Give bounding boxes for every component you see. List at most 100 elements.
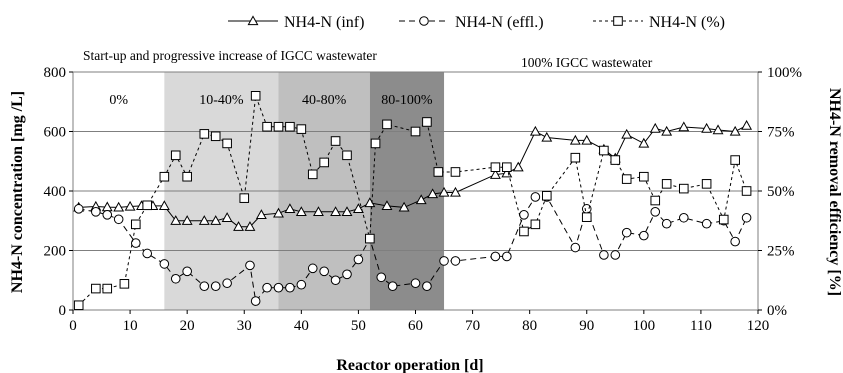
point-s2-36 [599, 145, 609, 156]
point-s2-42 [678, 183, 689, 194]
point-s2-28 [450, 167, 461, 177]
point-s2-5 [142, 200, 153, 211]
point-s1-46 [730, 236, 740, 247]
point-s0-30 [489, 169, 501, 179]
point-s2-8 [182, 171, 192, 182]
point-s0-28 [438, 186, 450, 197]
point-s1-32 [519, 210, 529, 220]
point-s1-33 [530, 192, 541, 202]
point-s1-6 [159, 259, 170, 269]
point-s1-28 [439, 256, 449, 266]
y-left-tick-label-1: 200 [44, 244, 67, 260]
x-tick-label-10: 100 [633, 318, 656, 334]
point-s2-41 [661, 179, 672, 189]
point-s1-12 [245, 260, 255, 271]
point-s0-45 [712, 124, 724, 135]
point-s0-8 [170, 215, 182, 225]
point-s0-33 [529, 125, 541, 136]
point-s2-33 [541, 190, 552, 201]
point-s2-31 [519, 226, 529, 237]
point-s1-0 [73, 204, 84, 214]
point-s2-15 [273, 121, 284, 132]
point-s2-24 [382, 119, 392, 130]
point-s1-27 [422, 281, 432, 292]
point-s2-18 [307, 169, 318, 180]
point-s0-11 [210, 215, 222, 225]
point-s0-15 [255, 209, 267, 219]
point-s2-27 [433, 167, 444, 177]
point-s0-29 [450, 186, 461, 197]
y-left-tick-label-3: 600 [44, 125, 67, 141]
point-s0-42 [661, 125, 673, 136]
point-s2-21 [342, 150, 352, 161]
point-s2-14 [262, 121, 272, 132]
point-s0-17 [284, 203, 296, 214]
phase-label-1: 10-40% [199, 93, 244, 108]
y-left-tick-label-0: 0 [59, 303, 67, 319]
point-s2-17 [296, 124, 307, 134]
point-s0-47 [741, 119, 753, 130]
point-s1-44 [701, 218, 712, 229]
x-tick-label-1: 10 [123, 318, 138, 334]
point-s0-20 [330, 206, 342, 217]
point-s2-38 [621, 174, 632, 184]
point-s2-10 [210, 131, 221, 142]
point-s1-10 [210, 281, 221, 292]
x-tick-label-6: 60 [408, 318, 423, 334]
y-right-tick-label-2: 50% [767, 184, 795, 200]
y-left-tick-label-2: 400 [44, 184, 67, 200]
point-s1-21 [342, 269, 352, 280]
x-tick-label-4: 40 [294, 318, 309, 334]
point-s0-13 [233, 221, 244, 231]
annotations: Start-up and progressive increase of IGC… [83, 48, 653, 108]
point-s2-0 [73, 300, 84, 311]
point-s0-43 [678, 121, 690, 132]
point-s0-26 [415, 194, 427, 205]
point-s0-10 [198, 215, 210, 225]
point-s0-46 [729, 125, 741, 136]
series-1 [73, 192, 752, 306]
point-s2-46 [741, 186, 752, 196]
y-axis-title-left: NH4-N concentration [mg /L] [9, 91, 26, 293]
point-s0-14 [244, 221, 256, 231]
y-right-tick-label-3: 75% [767, 125, 795, 141]
point-s1-14 [262, 282, 272, 293]
point-s1-16 [285, 282, 295, 293]
point-s1-47 [741, 212, 752, 223]
series-line-2 [78, 95, 748, 306]
phase-label-2: 40-80% [302, 93, 347, 108]
annotation-startup: Start-up and progressive increase of IGC… [83, 48, 377, 63]
legend-label-2: NH4-N (%) [649, 14, 725, 31]
point-s2-23 [370, 138, 381, 149]
point-s2-2 [102, 283, 113, 294]
point-s1-22 [353, 254, 364, 265]
point-s0-3 [113, 201, 125, 212]
x-tick-label-3: 30 [237, 318, 252, 334]
point-s1-29 [450, 256, 461, 266]
point-s0-18 [295, 206, 307, 217]
point-s1-4 [130, 238, 141, 248]
point-s1-26 [410, 278, 421, 289]
point-s0-16 [273, 207, 284, 218]
axes: 0 10 20 30 40 50 60 70 80 90 100 110 120 0 200 400 600 80… [44, 65, 803, 334]
point-s1-30 [490, 251, 501, 262]
point-s2-45 [730, 155, 740, 165]
point-s2-44 [718, 214, 729, 225]
point-s1-25 [387, 281, 398, 292]
point-s1-35 [570, 242, 581, 253]
legend-marker-1 [419, 16, 429, 26]
x-tick-label-8: 80 [522, 318, 537, 334]
legend-label-1: NH4-N (effl.) [455, 14, 544, 31]
point-s2-11 [222, 138, 232, 149]
point-s2-37 [610, 155, 621, 165]
point-s2-29 [490, 162, 501, 172]
point-s1-43 [678, 212, 689, 223]
point-s1-31 [502, 251, 512, 262]
point-s1-20 [330, 275, 341, 286]
legend-marker-2 [613, 16, 623, 26]
point-s2-30 [502, 162, 512, 172]
point-s0-44 [701, 122, 713, 133]
point-s1-42 [661, 218, 672, 229]
point-s1-5 [142, 248, 153, 259]
